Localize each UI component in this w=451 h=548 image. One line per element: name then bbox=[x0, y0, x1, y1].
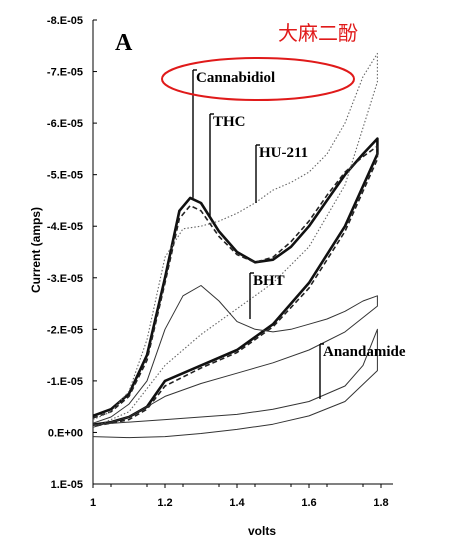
x-tick-labels: 1 1.2 1.4 1.6 1.8 bbox=[90, 484, 389, 509]
y-tick-label: -1.E-05 bbox=[47, 376, 83, 388]
y-tick-label: 1.E-05 bbox=[51, 479, 83, 491]
series-label: HU-211 bbox=[259, 145, 308, 161]
y-tick-label: -7.E-05 bbox=[47, 67, 83, 79]
y-tick-label: -3.E-05 bbox=[47, 273, 83, 285]
axes-group bbox=[92, 20, 393, 485]
series-line-anandamide bbox=[92, 328, 378, 439]
series-line-bht bbox=[92, 285, 378, 428]
series-group bbox=[92, 52, 379, 439]
series-line-thc bbox=[92, 145, 379, 428]
y-tick-label: -8.E-05 bbox=[47, 15, 83, 27]
series-label: Cannabidiol bbox=[196, 70, 275, 86]
series-line-hu-211 bbox=[92, 52, 378, 428]
highlight-ellipse bbox=[161, 57, 355, 101]
y-tick-label: -4.E-05 bbox=[47, 221, 83, 233]
x-tick-label: 1.4 bbox=[229, 497, 245, 509]
x-tick-label: 1.8 bbox=[373, 497, 388, 509]
y-tick-label: 0.E+00 bbox=[48, 427, 83, 439]
series-labels: Cannabidiol THC HU-211 BHT Anandamide bbox=[192, 69, 406, 399]
y-axis-label: Current (amps) bbox=[29, 207, 43, 293]
x-tick-label: 1 bbox=[90, 497, 96, 509]
y-tick-label: -6.E-05 bbox=[47, 118, 83, 130]
y-tick-label: -2.E-05 bbox=[47, 324, 83, 336]
panel-label: A bbox=[115, 30, 133, 56]
x-tick-label: 1.6 bbox=[301, 497, 316, 509]
x-tick-label: 1.2 bbox=[157, 497, 172, 509]
series-line-cannabidiol bbox=[92, 137, 379, 426]
x-axis-label: volts bbox=[248, 524, 276, 538]
series-label: BHT bbox=[253, 273, 285, 289]
series-label: THC bbox=[213, 114, 246, 130]
chinese-annotation: 大麻二酚 bbox=[278, 21, 358, 45]
y-tick-labels: -8.E-05 -7.E-05 -6.E-05 -5.E-05 -4.E-05 -3.E-… bbox=[47, 15, 97, 491]
y-tick-label: -5.E-05 bbox=[47, 170, 83, 182]
series-label: Anandamide bbox=[323, 344, 406, 360]
